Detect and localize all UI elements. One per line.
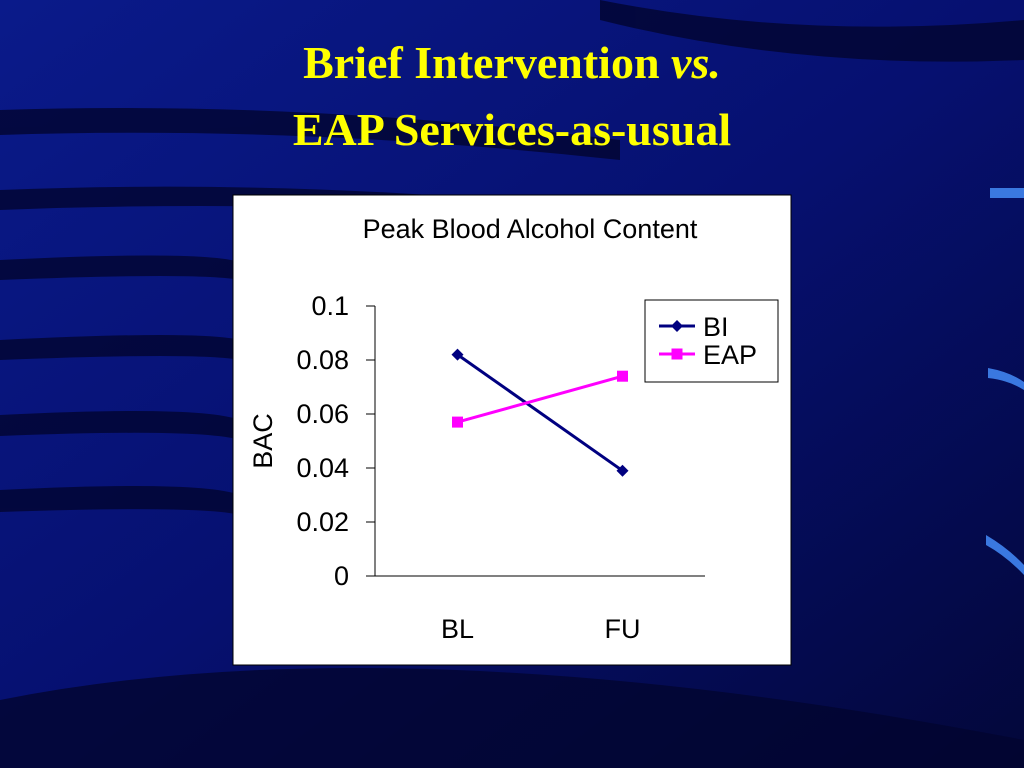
- x-tick-label: FU: [605, 614, 641, 644]
- y-tick-label: 0.04: [296, 453, 349, 483]
- y-tick-label: 0.08: [296, 345, 349, 375]
- legend-box: [644, 299, 779, 383]
- series-line: [457, 374, 623, 424]
- series-line: [456, 353, 624, 472]
- legend-label: BI: [703, 312, 729, 342]
- legend-marker: [671, 320, 683, 332]
- data-point: [451, 348, 464, 361]
- chart-panel: [232, 194, 792, 666]
- decoration-dashes: [986, 188, 1024, 575]
- title-text: Brief Intervention: [303, 37, 659, 88]
- chart-title: Peak Blood Alcohol Content: [363, 214, 698, 244]
- y-tick-label: 0: [334, 561, 349, 591]
- data-point: [616, 464, 629, 477]
- legend-label: EAP: [703, 340, 757, 370]
- title-italic: vs.: [671, 37, 721, 88]
- slide-title-line2: EAP Services-as-usual: [293, 104, 731, 155]
- data-point: [452, 416, 463, 428]
- y-tick-label: 0.02: [296, 507, 349, 537]
- y-axis-label: BAC: [248, 413, 278, 469]
- slide-title-line1: Brief Intervention vs.: [303, 37, 721, 88]
- y-tick-label: 0.1: [311, 291, 349, 321]
- data-point: [617, 370, 628, 382]
- x-tick-label: BL: [441, 614, 474, 644]
- y-tick-label: 0.06: [296, 399, 349, 429]
- legend-marker: [671, 348, 683, 360]
